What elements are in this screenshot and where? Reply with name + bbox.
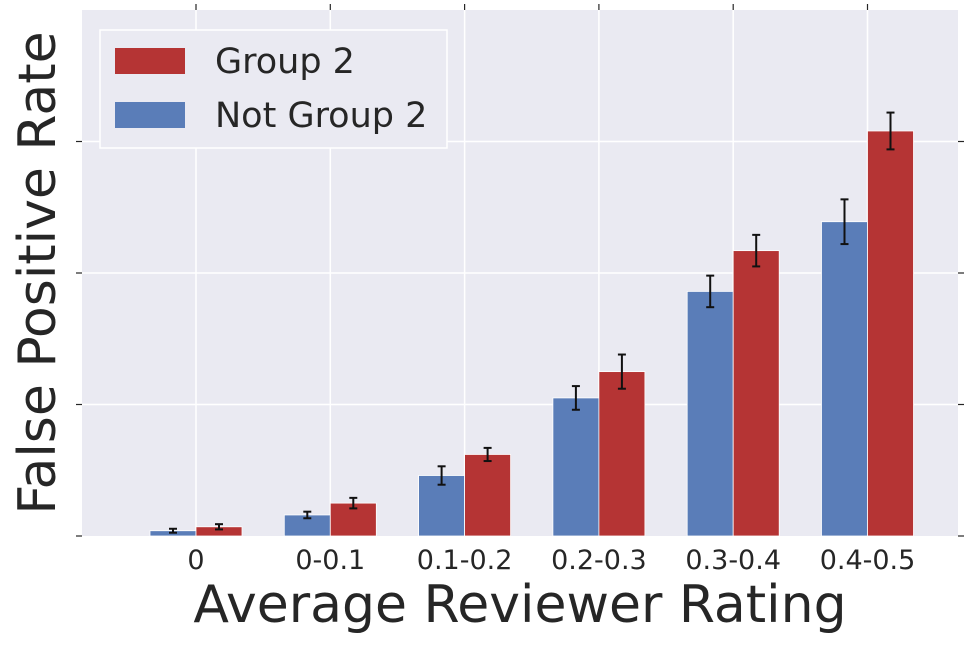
bar <box>598 371 646 537</box>
bar <box>552 397 600 537</box>
bar <box>732 250 780 537</box>
legend: Group 2 Not Group 2 <box>99 29 448 149</box>
x-tick-label: 0.2-0.3 <box>551 545 647 576</box>
bar <box>686 291 734 537</box>
x-tick-labels: 0 0-0.1 0.1-0.2 0.2-0.3 0.3-0.4 0.4-0.5 <box>187 545 915 576</box>
x-tick-label: 0 <box>187 545 204 576</box>
x-tick-label: 0.1-0.2 <box>417 545 513 576</box>
x-tick-label: 0.4-0.5 <box>820 545 916 576</box>
y-axis-title: False Positive Rate <box>8 31 68 514</box>
x-axis-title: Average Reviewer Rating <box>193 575 846 635</box>
x-tick-label: 0-0.1 <box>295 545 365 576</box>
bars <box>149 130 914 537</box>
axis-ticks <box>76 4 964 537</box>
bar <box>867 130 914 537</box>
bar <box>464 454 512 537</box>
error-bars <box>169 111 895 534</box>
x-tick-label: 0.3-0.4 <box>685 545 781 576</box>
legend-label: Not Group 2 <box>215 96 427 136</box>
legend-label: Group 2 <box>215 42 355 82</box>
legend-swatch <box>115 102 185 128</box>
legend-swatch <box>115 48 185 74</box>
bar <box>821 221 868 537</box>
